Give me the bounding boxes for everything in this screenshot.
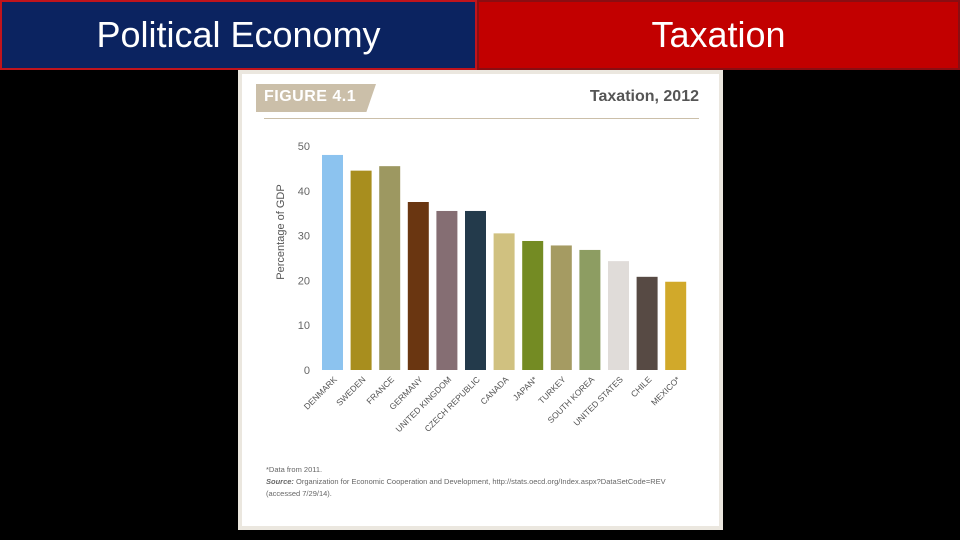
figure-panel: FIGURE 4.1 Taxation, 2012 Percentage of … bbox=[238, 70, 723, 530]
y-tick-label: 0 bbox=[304, 365, 310, 377]
source-text: Organization for Economic Cooperation an… bbox=[266, 477, 666, 498]
chart-title: Taxation, 2012 bbox=[589, 88, 699, 105]
data-year-footnote: *Data from 2011. bbox=[266, 465, 323, 474]
bar-denmark bbox=[322, 154, 343, 370]
source-note: Source: Organization for Economic Cooper… bbox=[266, 476, 696, 500]
title-divider bbox=[264, 118, 699, 119]
header-right-panel: Taxation bbox=[477, 0, 960, 70]
figure-label: FIGURE 4.1 bbox=[264, 88, 357, 105]
source-label: Source: bbox=[266, 477, 294, 486]
bar-chart: Percentage of GDP 0 10 20 30 40 50 DENMARKSWE… bbox=[275, 141, 687, 434]
bar-canada bbox=[493, 233, 515, 370]
x-category-label: CANADA bbox=[478, 374, 510, 406]
y-axis-label: Percentage of GDP bbox=[275, 184, 287, 279]
bar-japan bbox=[522, 240, 544, 370]
figure-label-tag: FIGURE 4.1 bbox=[256, 84, 376, 112]
x-category-label: MEXICO* bbox=[649, 374, 683, 408]
header-left-panel: Political Economy bbox=[0, 0, 477, 70]
bar-mexico bbox=[665, 281, 687, 370]
x-category-label: DENMARK bbox=[302, 374, 339, 411]
political-economy-title: Political Economy bbox=[96, 14, 381, 55]
y-tick-label: 40 bbox=[298, 186, 310, 198]
x-category-label: SWEDEN bbox=[334, 374, 367, 407]
bar-france bbox=[379, 166, 401, 370]
bar-czech-republic bbox=[465, 210, 486, 370]
y-tick-label: 20 bbox=[298, 275, 310, 287]
y-tick-label: 30 bbox=[298, 231, 310, 243]
bar-sweden bbox=[350, 170, 372, 370]
y-tick-label: 50 bbox=[298, 141, 310, 153]
bar-turkey bbox=[550, 245, 572, 370]
bar-united-states bbox=[608, 261, 629, 370]
x-category-label: UNITED STATES bbox=[571, 374, 625, 428]
y-tick-label: 10 bbox=[298, 320, 310, 332]
bar-south-korea bbox=[579, 249, 601, 370]
taxation-title: Taxation bbox=[651, 14, 786, 55]
bar-chile bbox=[636, 276, 658, 370]
footnote-block: *Data from 2011. Source: Organization fo… bbox=[266, 464, 696, 500]
bar-united-kingdom bbox=[436, 210, 458, 370]
x-category-label: CZECH REPUBLIC bbox=[422, 374, 482, 434]
x-category-label: CHILE bbox=[629, 374, 654, 399]
bar-germany bbox=[407, 202, 429, 370]
